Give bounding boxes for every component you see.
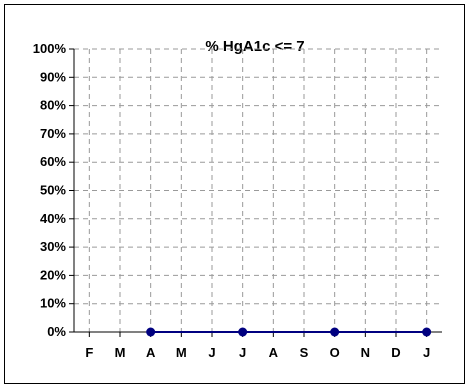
x-tick-label: A <box>146 345 156 360</box>
series <box>146 327 432 337</box>
data-point <box>146 327 156 337</box>
x-tick-label: J <box>239 345 246 360</box>
y-tick-labels: 0% 10% 20% 30% 40% 50% 60% 70% 80% 90% 100% <box>33 41 67 339</box>
y-tick-label: 80% <box>40 98 66 113</box>
y-tick-label: 50% <box>40 183 66 198</box>
y-tick-label: 60% <box>40 154 66 169</box>
y-tick-label: 90% <box>40 69 66 84</box>
data-point <box>422 327 432 337</box>
y-tick-label: 0% <box>47 324 66 339</box>
y-tick-label: 10% <box>40 296 66 311</box>
x-tick-label: O <box>330 345 340 360</box>
x-tick-label: M <box>115 345 126 360</box>
chart-title: % HgA1c <= 7 <box>205 38 304 55</box>
y-tick-label: 100% <box>33 41 67 56</box>
x-tick-label: J <box>208 345 215 360</box>
x-tick-label: D <box>391 345 400 360</box>
data-point <box>330 327 340 337</box>
y-tick-label: 70% <box>40 126 66 141</box>
y-tick-label: 20% <box>40 267 66 282</box>
x-tick-label: F <box>85 345 93 360</box>
x-tick-label: M <box>176 345 187 360</box>
chart: % HgA1c <= 7 0% 10% 20% 30% 40% 50% 60% 70% 80% 9… <box>33 38 442 360</box>
y-tick-label: 40% <box>40 211 66 226</box>
x-tick-label: S <box>300 345 309 360</box>
data-point <box>238 327 248 337</box>
y-tick-label: 30% <box>40 239 66 254</box>
x-tick-label: N <box>361 345 370 360</box>
x-tick-label: J <box>423 345 430 360</box>
x-tick-label: A <box>269 345 279 360</box>
chart-frame: % HgA1c <= 7 0% 10% 20% 30% 40% 50% 60% 70% 80% 9… <box>4 4 465 384</box>
axes <box>69 48 442 337</box>
grid <box>74 48 442 332</box>
